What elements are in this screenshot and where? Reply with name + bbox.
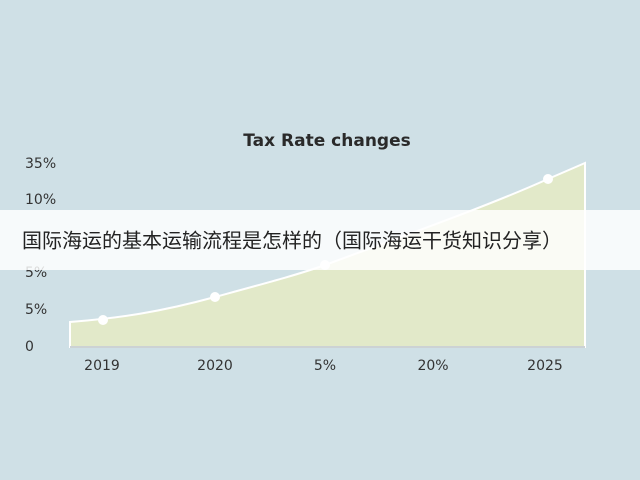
y-label: 35% [25,156,56,172]
marker [543,174,553,184]
y-label: 5% [25,302,47,318]
chart-title: Tax Rate changes [243,131,410,151]
x-label: 5% [314,358,336,374]
y-label: 0 [25,339,34,355]
y-labels: 35%10%5%5%0 [25,156,56,355]
x-labels: 2019 2020 5% 20% 2025 [84,358,563,374]
x-label: 20% [417,358,448,374]
x-label: 2020 [197,358,233,374]
marker [210,292,220,302]
banner-text: 国际海运的基本运输流程是怎样的（国际海运干货知识分享） [22,229,562,253]
x-label: 2019 [84,358,120,374]
y-label: 10% [25,192,56,208]
x-label: 2025 [527,358,563,374]
banner [0,210,640,270]
marker [98,315,108,325]
